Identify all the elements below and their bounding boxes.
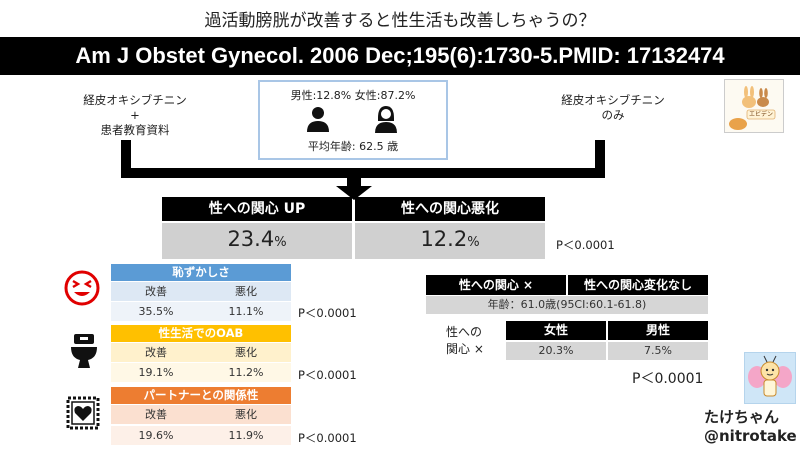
connector-left-vertical [121,140,131,178]
subtable-value-improve: 35.5% [111,302,201,321]
main-col1-number: 23.4 [227,227,275,251]
main-col1-value: 23.4% [162,223,352,259]
age-table-value: 年齢：61.0歳(95CI:60.1-61.8) [426,296,708,314]
subtable-col-worse: 悪化 [201,282,291,301]
sex-table-row-label: 性への 関心 × [446,324,502,358]
arrow-down-icon [336,178,372,200]
sex-table-header-female: 女性 [506,321,606,340]
subtable-header: パートナーとの関係性 [111,387,291,404]
main-col2-header: 性への関心悪化 [355,197,545,221]
subtable-p-value: P＜0.0001 [298,368,357,382]
logo-label: エビデン [748,111,773,118]
subtable-p-value: P＜0.0001 [298,306,357,320]
citation-banner: Am J Obstet Gynecol. 2006 Dec;195(6):173… [0,37,800,75]
connector-horizontal [121,168,605,178]
arm-left-line: 患者教育資料 [100,123,170,137]
connector-right-vertical [595,140,605,178]
arm-right-label: 経皮オキシブチニン のみ [548,93,678,123]
signature-handle: @nitrotake [704,427,797,445]
mascot-avatar [744,352,796,404]
subtable-p-value: P＜0.0001 [298,431,357,445]
subtable-value-improve: 19.6% [111,426,201,445]
population-box: 男性:12.8% 女性:87.2% 平均年齢: 62.5 歳 [258,80,448,160]
rabbit-logo-icon [729,86,776,130]
subtable-col-improve: 改善 [111,343,201,362]
main-unit: % [467,235,480,250]
subtable-col-improve: 改善 [111,405,201,424]
age-table-header-2: 性への関心変化なし [568,275,708,295]
butterfly-mascot-icon [748,355,792,397]
main-col2-value: 12.2% [355,223,545,259]
subtable-value-improve: 19.1% [111,363,201,382]
love-letter-stamp-icon [66,396,100,430]
sex-table-row-label-line: 性への [446,325,483,339]
evidence-logo: エビデン [724,79,784,133]
sex-table-value-female: 20.3% [506,342,606,360]
female-person-icon [375,106,397,133]
subtable-header: 恥ずかしさ [111,264,291,281]
arm-right-line: のみ [601,108,625,122]
main-col1-header: 性への関心 UP [162,197,352,221]
main-p-value: P＜0.0001 [556,238,615,252]
signature-name: たけちゃん [704,408,780,426]
arm-left-label: 経皮オキシブチニン + 患者教育資料 [70,93,200,138]
subtable-col-worse: 悪化 [201,405,291,424]
embarrassed-face-icon [64,270,100,306]
subtable-value-worse: 11.2% [201,363,291,382]
sex-table-row-label-line: 関心 × [446,342,484,356]
toilet-icon [71,334,97,368]
subtable-value-worse: 11.9% [201,426,291,445]
sex-ratio: 男性:12.8% 女性:87.2% [290,89,416,102]
male-person-icon [307,107,329,132]
subtable-value-worse: 11.1% [201,302,291,321]
main-col2-number: 12.2 [420,227,468,251]
arm-left-line: + [130,108,140,122]
arm-left-line: 経皮オキシブチニン [83,93,187,107]
page-title: 過活動膀胱が改善すると性生活も改善しちゃうの？ [204,11,596,31]
subtable-col-worse: 悪化 [201,343,291,362]
arm-right-line: 経皮オキシブチニン [561,93,665,107]
sex-table-header-male: 男性 [608,321,708,340]
mean-age: 平均年齢: 62.5 歳 [307,140,399,153]
subtable-col-improve: 改善 [111,282,201,301]
subtable-header: 性生活でのOAB [111,325,291,342]
sex-table-value-male: 7.5% [608,342,708,360]
age-table-header-1: 性への関心 × [426,275,566,295]
main-unit: % [274,235,287,250]
sex-table-p-value: P＜0.0001 [632,371,704,387]
